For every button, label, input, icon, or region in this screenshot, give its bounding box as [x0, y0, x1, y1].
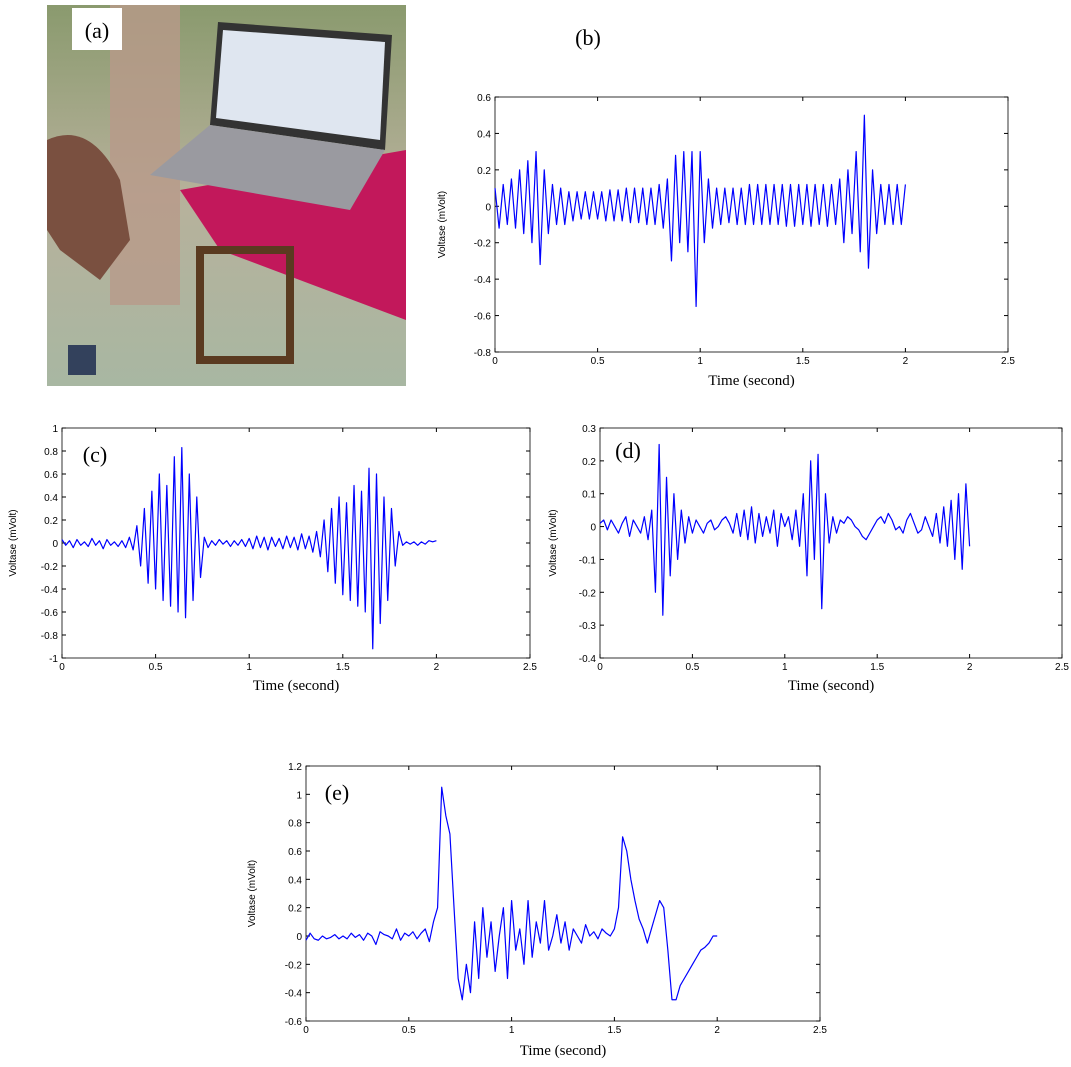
chair	[196, 246, 294, 364]
y-tick-label: 0.3	[582, 424, 596, 435]
device	[68, 345, 96, 375]
x-tick-label: 2.5	[1055, 662, 1069, 673]
signal-line	[61, 446, 437, 650]
laptop-base	[150, 125, 385, 210]
panel-label: (c)	[83, 442, 107, 467]
y-tick-label: -0.8	[41, 631, 59, 642]
y-axis-label: Voltase (mVolt)	[548, 509, 559, 576]
x-tick-label: 1	[509, 1025, 515, 1036]
x-tick-label: 2	[714, 1025, 720, 1036]
panel-label: (e)	[325, 780, 349, 805]
x-tick-label: 0.5	[149, 662, 163, 673]
x-tick-label: 0	[59, 662, 65, 673]
chart-panel: 0 0.5 1 1.5 2 2.5 -0.4 -0.3 -0.2 -0.1 0 0.1 0.2 0.3 (d…	[548, 424, 1069, 694]
x-axis-label: Time (second)	[708, 373, 795, 389]
y-tick-label: -0.6	[285, 1017, 303, 1028]
y-tick-label: -0.2	[41, 562, 59, 573]
y-axis-label: Voltase (mVolt)	[247, 860, 258, 927]
x-tick-label: 0	[303, 1025, 309, 1036]
x-tick-label: 1	[782, 662, 788, 673]
y-tick-label: 0	[52, 539, 58, 550]
chart-panel: 0 0.5 1 1.5 2 2.5 -0.8 -0.6 -0.4 -0.2 0 0.2 0.4 0.6 (b…	[437, 25, 1015, 389]
x-tick-label: 1	[246, 662, 252, 673]
y-axis-label: Voltase (mVolt)	[8, 509, 19, 576]
y-tick-label: -0.3	[579, 621, 597, 632]
chart-panel: 0 0.5 1 1.5 2 2.5 -0.6 -0.4 -0.2 0 0.2 0.4 0.6 0.8 1 1.…	[247, 762, 827, 1059]
y-tick-label: 1	[52, 424, 58, 435]
x-tick-label: 1.5	[870, 662, 884, 673]
y-tick-label: 1.2	[288, 762, 302, 773]
y-tick-label: -0.2	[285, 960, 303, 971]
x-tick-label: 0	[492, 356, 498, 367]
x-axis-label: Time (second)	[788, 678, 875, 694]
y-tick-label: 0.2	[44, 516, 58, 527]
y-tick-label: -0.2	[579, 588, 597, 599]
y-tick-label: -0.1	[579, 555, 597, 566]
x-tick-label: 0.5	[685, 662, 699, 673]
x-tick-label: 2	[903, 356, 909, 367]
y-tick-label: 0.2	[288, 904, 302, 915]
x-tick-label: 2	[967, 662, 973, 673]
y-tick-label: 0.4	[44, 493, 58, 504]
x-tick-label: 1.5	[336, 662, 350, 673]
x-tick-label: 2	[434, 662, 440, 673]
y-tick-label: -0.6	[474, 312, 492, 323]
panel-label: (d)	[615, 438, 641, 463]
y-tick-label: 0.8	[44, 447, 58, 458]
y-axis-label: Voltase (mVolt)	[437, 191, 448, 258]
y-tick-label: 0.6	[44, 470, 58, 481]
photo-label-box	[72, 8, 122, 50]
x-axis-label: Time (second)	[520, 1043, 607, 1059]
x-axis-label: Time (second)	[253, 678, 340, 694]
y-tick-label: -0.2	[474, 239, 492, 250]
y-tick-label: 1	[296, 790, 302, 801]
panel-label: (a)	[85, 18, 109, 43]
x-tick-label: 1.5	[607, 1025, 621, 1036]
y-tick-label: 0.1	[582, 490, 596, 501]
y-tick-label: -0.4	[41, 585, 59, 596]
y-tick-label: 0.6	[477, 93, 491, 104]
blurred-person	[110, 5, 180, 305]
x-tick-label: 0.5	[591, 356, 605, 367]
y-tick-label: -0.4	[474, 275, 492, 286]
plot-area	[494, 96, 1009, 353]
y-tick-label: 0	[296, 932, 302, 943]
leg	[47, 135, 130, 280]
chart-panel: 0 0.5 1 1.5 2 2.5 -1 -0.8 -0.6 -0.4 -0.2 0 0.2 0.4 0.6…	[8, 424, 537, 694]
signal-line	[494, 114, 906, 308]
x-tick-label: 1	[697, 356, 703, 367]
y-tick-label: 0.2	[582, 457, 596, 468]
laptop-display	[216, 30, 385, 140]
y-tick-label: -0.6	[41, 608, 59, 619]
y-tick-label: 0	[485, 202, 491, 213]
y-tick-label: 0.4	[477, 129, 491, 140]
y-tick-label: 0.4	[288, 875, 302, 886]
y-tick-label: 0.6	[288, 847, 302, 858]
panel-label: (b)	[575, 25, 601, 50]
x-tick-label: 0	[597, 662, 603, 673]
y-tick-label: -1	[49, 654, 58, 665]
y-tick-label: -0.4	[285, 989, 303, 1000]
signal-line	[599, 443, 971, 616]
x-tick-label: 2.5	[523, 662, 537, 673]
y-tick-label: 0.2	[477, 166, 491, 177]
y-tick-label: -0.4	[579, 654, 597, 665]
x-tick-label: 2.5	[813, 1025, 827, 1036]
y-tick-label: -0.8	[474, 348, 492, 359]
x-tick-label: 1.5	[796, 356, 810, 367]
x-tick-label: 2.5	[1001, 356, 1015, 367]
signal-line	[305, 786, 718, 1001]
y-tick-label: 0.8	[288, 819, 302, 830]
y-tick-label: 0	[590, 523, 596, 534]
x-tick-label: 0.5	[402, 1025, 416, 1036]
photo: (a)	[47, 5, 406, 386]
plot-area	[305, 765, 821, 1022]
